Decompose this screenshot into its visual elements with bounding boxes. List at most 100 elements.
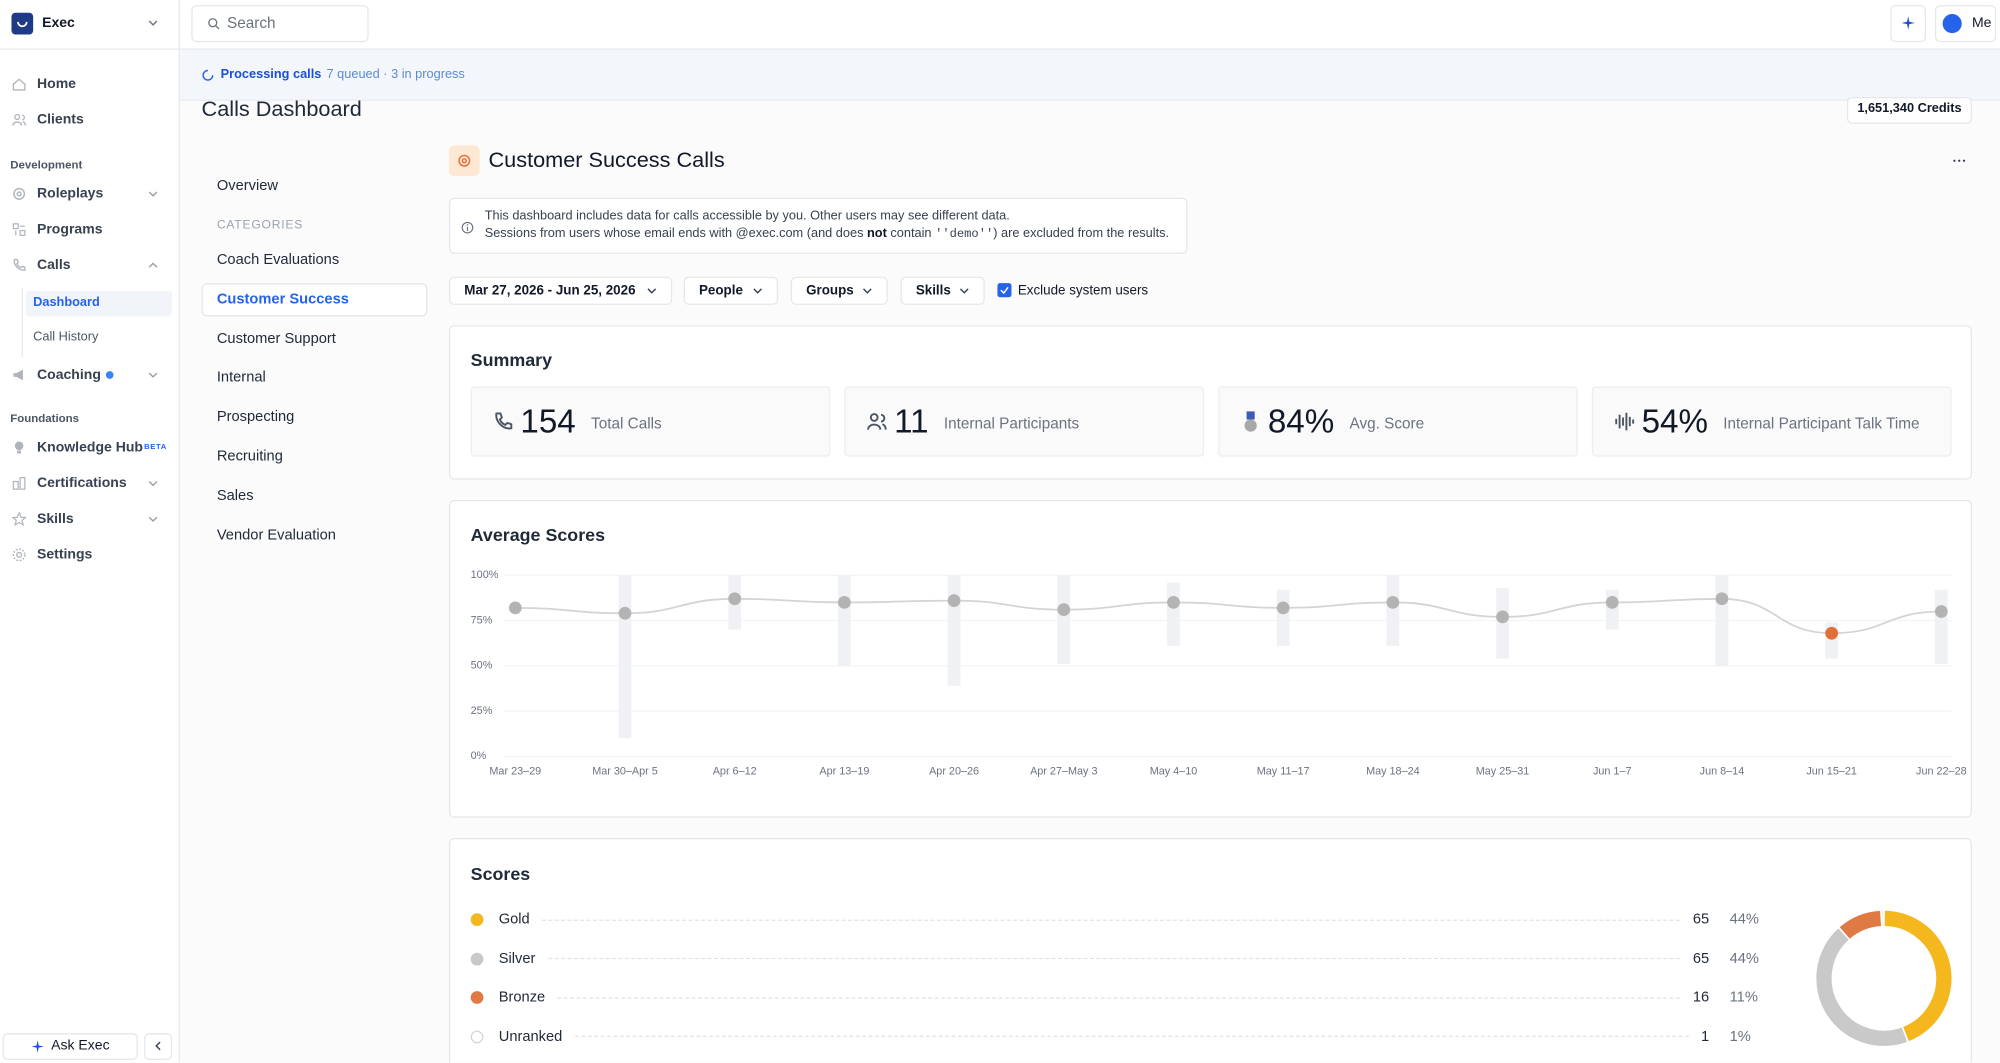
new-button[interactable] — [1890, 5, 1927, 43]
nav-chevron-shape — [148, 516, 158, 523]
nav-icon — [13, 258, 26, 271]
x-tick-label: Mar 23–29 — [489, 766, 541, 778]
user-name[interactable]: Me — [1971, 15, 1992, 31]
nav-subitem[interactable]: Dashboard — [33, 295, 100, 310]
nav-icon-shape — [17, 450, 22, 454]
filter-label[interactable]: People — [698, 283, 743, 299]
notice-line1: This dashboard includes data for calls a… — [484, 209, 1010, 224]
legend-swatch — [470, 991, 484, 1004]
score-point — [1386, 596, 1400, 609]
nav-item[interactable]: Clients — [36, 112, 84, 128]
filter-label[interactable]: Groups — [806, 283, 854, 299]
category-active-bg — [201, 282, 428, 317]
notice-line2: Sessions from users whose email ends wit… — [485, 223, 1169, 246]
nav-icon-shape — [13, 369, 23, 381]
category-item[interactable]: Customer Support — [216, 331, 336, 347]
filter-chevron-shape — [753, 288, 762, 294]
category-item[interactable]: Vendor Evaluation — [216, 527, 336, 543]
nav-item[interactable]: Certifications — [36, 475, 127, 492]
search-icon-shape — [208, 17, 218, 27]
nav-item[interactable]: Roleplays — [36, 186, 104, 202]
y-tick-label: 0% — [471, 750, 487, 762]
notice-text: not — [867, 227, 887, 242]
nav-indicator — [105, 371, 114, 379]
sidebar — [0, 0, 180, 1063]
x-tick-label: May 18–24 — [1366, 766, 1420, 778]
workspace-name[interactable]: Exec — [42, 15, 75, 31]
range-bar — [1934, 589, 1948, 665]
score-percent: 44% — [1729, 911, 1759, 928]
category-item[interactable]: Sales — [216, 488, 254, 504]
search-box[interactable] — [191, 5, 369, 43]
nav-item[interactable]: Knowledge Hub — [36, 440, 143, 456]
x-tick-label: Jun 1–7 — [1593, 766, 1632, 778]
workspace-logo[interactable] — [11, 12, 34, 35]
stat-icon-shape — [495, 411, 513, 429]
filter-button[interactable] — [683, 276, 779, 305]
filter-button[interactable] — [448, 276, 673, 305]
page-title: Calls Dashboard — [201, 96, 362, 122]
workspace-chevron — [148, 20, 158, 26]
nav-icon-shape — [11, 511, 27, 527]
score-point — [508, 601, 522, 615]
nav-subitem[interactable]: Call History — [33, 330, 99, 345]
filter-button[interactable] — [790, 276, 888, 305]
ask-button[interactable] — [2, 1033, 138, 1060]
checkbox-label[interactable]: Exclude system users — [1017, 283, 1149, 299]
dashboard-icon-glyph — [458, 154, 471, 167]
nav-tree-line — [21, 288, 23, 358]
range-bar — [1386, 575, 1400, 646]
ask-label[interactable]: Ask Exec — [51, 1038, 110, 1054]
nav-item[interactable]: Home — [36, 76, 76, 92]
legend-swatch — [470, 913, 484, 927]
nav-item[interactable]: Calls — [36, 257, 71, 273]
category-item[interactable]: Coach Evaluations — [216, 252, 340, 268]
nav-item[interactable]: Coaching — [36, 367, 101, 383]
notice-icon-shape — [461, 221, 474, 233]
dashboard-menu-shape — [1958, 159, 1961, 162]
checkbox-check-shape — [1000, 286, 1009, 295]
nav-chevron-shape — [148, 262, 158, 268]
nav-chevron — [148, 516, 158, 523]
scores-card — [448, 838, 1972, 1063]
stat-icon-shape — [1246, 410, 1255, 419]
range-bar — [947, 575, 961, 686]
filter-button[interactable] — [900, 276, 985, 305]
leader-line — [548, 957, 1681, 960]
category-item[interactable]: Prospecting — [216, 409, 295, 425]
nav-icon-shape — [19, 477, 26, 490]
filter-label[interactable]: Skills — [915, 283, 951, 299]
range-bar — [618, 575, 632, 739]
collapse-icon — [155, 1041, 161, 1051]
processing-banner — [179, 49, 2000, 101]
x-tick-label: May 4–10 — [1150, 766, 1198, 778]
nav-item[interactable]: Skills — [36, 511, 74, 527]
legend-label: Silver — [498, 950, 536, 967]
nav-chevron-shape — [148, 480, 158, 487]
collapse-button[interactable] — [144, 1033, 173, 1060]
nav-icon-shape — [13, 187, 26, 200]
stat-value: 11 — [894, 401, 929, 440]
stat-icon — [867, 412, 887, 430]
y-tick-label: 100% — [471, 569, 499, 581]
score-row: Gold 65 — [470, 908, 1709, 931]
nav-item[interactable]: Programs — [36, 221, 103, 238]
category-item[interactable]: Recruiting — [216, 448, 283, 465]
ask-icon-shape — [31, 1039, 44, 1053]
collapse-icon-shape — [155, 1041, 161, 1051]
category-item[interactable]: Customer Success — [216, 291, 349, 308]
summary-title: Summary — [470, 349, 553, 370]
stat-icon — [495, 411, 513, 429]
nav-item[interactable]: Settings — [36, 547, 93, 563]
nav-icon-shape — [12, 78, 26, 91]
filter-label[interactable]: Mar 27, 2026 - Jun 25, 2026 — [464, 283, 636, 299]
nav-chevron — [148, 262, 158, 268]
stat-box — [844, 386, 1205, 457]
nav-icon-shape — [15, 225, 25, 236]
category-overview[interactable]: Overview — [216, 178, 278, 194]
dashboard-icon-glyph-shape — [458, 154, 471, 167]
y-tick-label: 75% — [471, 614, 493, 626]
score-row: Unranked 1 — [470, 1025, 1709, 1048]
checkbox[interactable] — [997, 283, 1012, 298]
category-item[interactable]: Internal — [216, 370, 266, 386]
